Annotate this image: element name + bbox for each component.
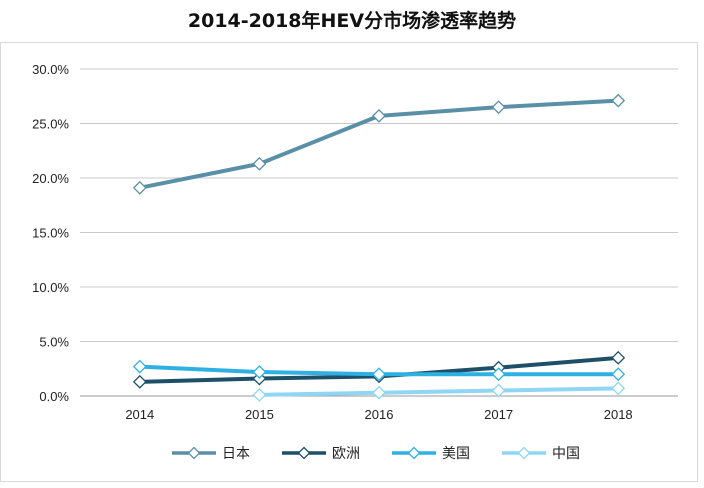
y-tick-label: 5.0% <box>39 335 69 350</box>
y-tick-label: 25.0% <box>32 117 69 132</box>
series-中国 <box>252 381 626 402</box>
data-point <box>491 367 506 382</box>
data-point <box>132 374 147 389</box>
data-point <box>372 385 386 400</box>
data-point <box>372 367 386 382</box>
data-point <box>611 367 626 382</box>
legend-marker <box>297 446 311 460</box>
y-tick-label: 15.0% <box>32 226 69 241</box>
data-point <box>132 180 147 195</box>
data-point <box>491 383 506 398</box>
legend-label: 欧洲 <box>332 446 360 462</box>
y-tick-label: 0.0% <box>39 389 69 404</box>
legend-marker <box>187 446 201 460</box>
legend-label: 日本 <box>222 446 250 462</box>
x-tick-label: 2017 <box>484 407 513 422</box>
series-美国 <box>132 359 626 382</box>
legend-item: 中国 <box>502 446 580 462</box>
series-line <box>259 386 619 397</box>
data-point <box>252 365 267 379</box>
x-tick-label: 2016 <box>365 407 394 422</box>
legend: 日本 欧洲 美国 中国 <box>172 446 580 462</box>
legend-item: 日本 <box>172 446 250 462</box>
grid-lines <box>80 68 678 397</box>
x-tick-label: 2018 <box>604 407 633 422</box>
legend-label: 美国 <box>442 446 470 462</box>
legend-item: 欧洲 <box>282 446 360 462</box>
data-point <box>252 387 267 402</box>
x-tick-label: 2015 <box>245 407 274 422</box>
legend-marker <box>407 446 421 460</box>
legend-marker <box>517 446 531 460</box>
data-point <box>611 381 626 396</box>
chart-title: 2014-2018年HEV分市场渗透率趋势 <box>187 10 517 32</box>
series-lines <box>132 93 626 402</box>
data-point <box>372 108 386 123</box>
legend-label: 中国 <box>552 446 580 462</box>
y-tick-label: 30.0% <box>32 62 69 77</box>
y-tick-label: 20.0% <box>32 171 69 186</box>
legend-item: 美国 <box>392 446 470 462</box>
data-point <box>611 350 626 365</box>
chart-frame <box>0 42 698 482</box>
data-point <box>491 100 506 115</box>
data-point <box>252 156 267 171</box>
y-axis-ticks: 0.0% 5.0% 10.0% 15.0% 20.0% 25.0% 30.0% <box>32 62 69 404</box>
data-point <box>611 93 626 108</box>
y-tick-label: 10.0% <box>32 280 69 295</box>
data-point <box>132 359 147 374</box>
series-日本 <box>132 93 626 195</box>
x-tick-label: 2014 <box>125 407 154 422</box>
x-axis-ticks: 2014 2015 2016 2017 2018 <box>125 407 632 422</box>
